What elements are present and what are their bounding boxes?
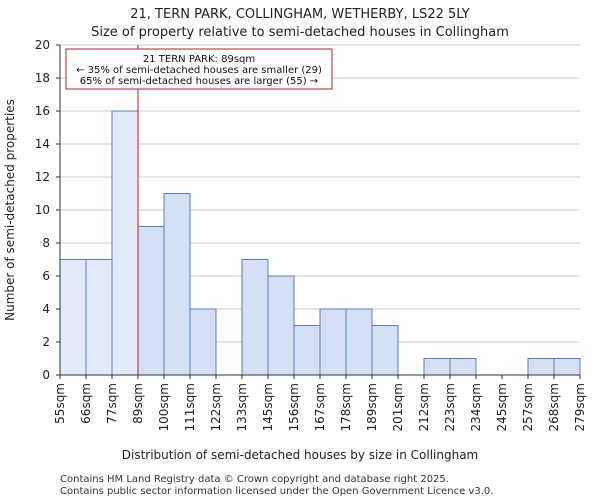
bar-178sqm [345,308,373,376]
x-tick-label: 111sqm [183,383,197,431]
bar-133sqm [241,259,269,376]
annotation-line-3: 65% of semi-detached houses are larger (… [80,76,318,87]
x-tick-label: 279sqm [573,383,587,431]
bars [59,110,581,376]
x-tick-label: 89sqm [131,383,145,424]
x-tick-label: 201sqm [391,383,405,431]
footer-line-1: Contains HM Land Registry data © Crown c… [60,474,449,485]
y-tick-label: 2 [42,335,50,349]
bar-223sqm [449,358,477,376]
annotation-box [65,48,333,90]
bar-55sqm [59,259,87,376]
x-tick-label: 133sqm [235,383,249,431]
x-tick-label: 55sqm [53,383,67,424]
y-tick-label: 6 [42,269,50,283]
x-tick-label: 257sqm [521,383,535,431]
y-tick-label: 0 [42,368,50,382]
x-tick-label: 100sqm [157,383,171,431]
y-tick-label: 18 [35,71,50,85]
x-tick-label: 189sqm [365,383,379,431]
x-tick-label: 66sqm [79,383,93,424]
bar-66sqm [85,259,113,376]
x-tick-label: 156sqm [287,383,301,431]
x-tick-label: 234sqm [469,383,483,431]
bar-145sqm [267,275,295,376]
x-tick-label: 122sqm [209,383,223,431]
y-tick-label: 20 [35,38,50,52]
bar-100sqm [163,193,191,376]
bar-268sqm [553,358,581,376]
footer-line-2: Contains public sector information licen… [60,486,493,497]
y-tick-label: 14 [35,137,50,151]
annotation-line-2: ← 35% of semi-detached houses are smalle… [76,65,322,76]
x-tick-label: 268sqm [547,383,561,431]
bar-212sqm [423,358,451,376]
y-tick-label: 8 [42,236,50,250]
y-tick-label: 12 [35,170,50,184]
x-tick-label: 77sqm [105,383,119,424]
y-tick-label: 10 [35,203,50,217]
bar-77sqm [111,110,139,376]
x-tick-label: 212sqm [417,383,431,431]
x-axis-label: Distribution of semi-detached houses by … [122,448,478,462]
chart-subtitle: Size of property relative to semi-detach… [91,25,509,40]
y-axis-label: Number of semi-detached properties [3,99,17,321]
x-tick-label: 167sqm [313,383,327,431]
y-tick-label: 4 [42,302,50,316]
bar-111sqm [189,308,217,376]
bar-156sqm [293,325,321,376]
chart-title: 21, TERN PARK, COLLINGHAM, WETHERBY, LS2… [130,7,470,22]
annotation-line-1: 21 TERN PARK: 89sqm [143,54,255,65]
y-tick-label: 16 [35,104,50,118]
bar-189sqm [371,325,399,376]
x-tick-label: 178sqm [339,383,353,431]
bar-167sqm [319,308,347,376]
property-marker: 21 TERN PARK: 89sqm← 35% of semi-detache… [65,45,333,375]
x-tick-label: 145sqm [261,383,275,431]
x-tick-label: 245sqm [495,383,509,431]
x-tick-label: 223sqm [443,383,457,431]
x-tick-labels: 55sqm 66sqm 77sqm 89sqm 100sqm 111sqm 122sqm 13… [53,375,587,431]
y-tick-labels: 0 2 4 6 8 10 12 14 16 18 20 [35,38,60,382]
bar-257sqm [527,358,555,376]
bar-89sqm [137,226,165,376]
